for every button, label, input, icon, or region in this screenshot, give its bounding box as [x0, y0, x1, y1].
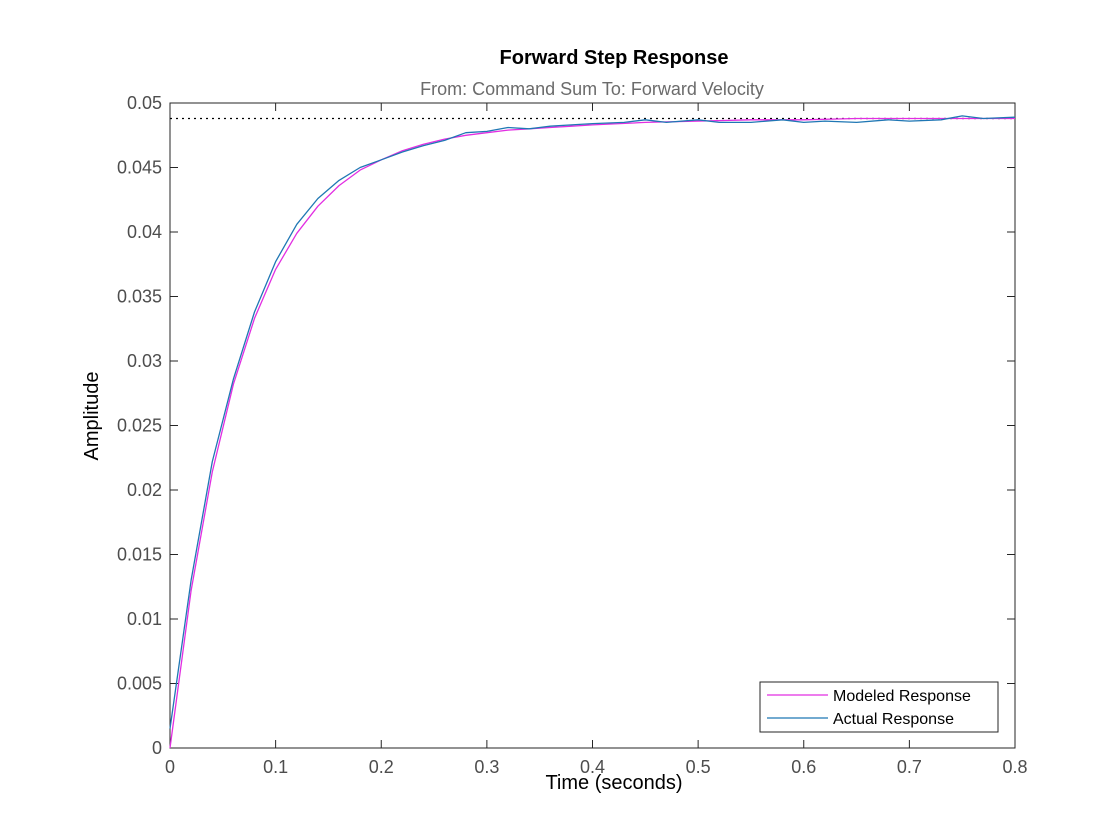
y-tick-label: 0.04	[127, 222, 162, 242]
x-tick-labels: 0 0.1 0.2 0.3 0.4 0.5 0.6 0.7 0.8	[165, 757, 1028, 777]
chart-subtitle: From: Command Sum To: Forward Velocity	[420, 79, 764, 99]
y-tick-label: 0.01	[127, 609, 162, 629]
y-tick-labels: 0 0.005 0.01 0.015 0.02 0.025 0.03 0.035 0.04 0.0…	[117, 93, 162, 758]
y-tick-label: 0.035	[117, 287, 162, 307]
y-tick-label: 0	[152, 738, 162, 758]
x-tick-label: 0	[165, 757, 175, 777]
y-tick-label: 0.005	[117, 674, 162, 694]
chart-title: Forward Step Response	[500, 47, 729, 69]
y-axis-label: Amplitude	[81, 372, 103, 461]
series-lines	[169, 115, 1016, 749]
x-tick-label: 0.5	[686, 757, 711, 777]
y-tick-label: 0.03	[127, 351, 162, 371]
legend: Modeled Response Actual Response	[759, 681, 999, 733]
x-tick-marks	[169, 103, 1016, 748]
x-axis-label: Time (seconds)	[545, 772, 682, 794]
x-tick-label: 0.3	[474, 757, 499, 777]
plot-area	[169, 102, 1016, 749]
legend-box	[759, 681, 999, 733]
series-line-modeled-response	[169, 117, 1015, 749]
y-tick-label: 0.025	[117, 416, 162, 436]
x-tick-label: 0.7	[897, 757, 922, 777]
legend-label-actual: Actual Response	[833, 711, 954, 728]
y-tick-label: 0.015	[117, 545, 162, 565]
y-tick-label: 0.05	[127, 93, 162, 113]
x-tick-label: 0.2	[369, 757, 394, 777]
y-tick-label: 0.02	[127, 480, 162, 500]
x-tick-label: 0.1	[263, 757, 288, 777]
series-line-actual-response	[169, 115, 1016, 729]
y-tick-marks	[170, 102, 1015, 749]
legend-label-modeled: Modeled Response	[833, 688, 971, 705]
x-tick-label: 0.4	[580, 757, 605, 777]
x-tick-label: 0.6	[791, 757, 816, 777]
y-tick-label: 0.045	[117, 158, 162, 178]
x-tick-label: 0.8	[1002, 757, 1027, 777]
